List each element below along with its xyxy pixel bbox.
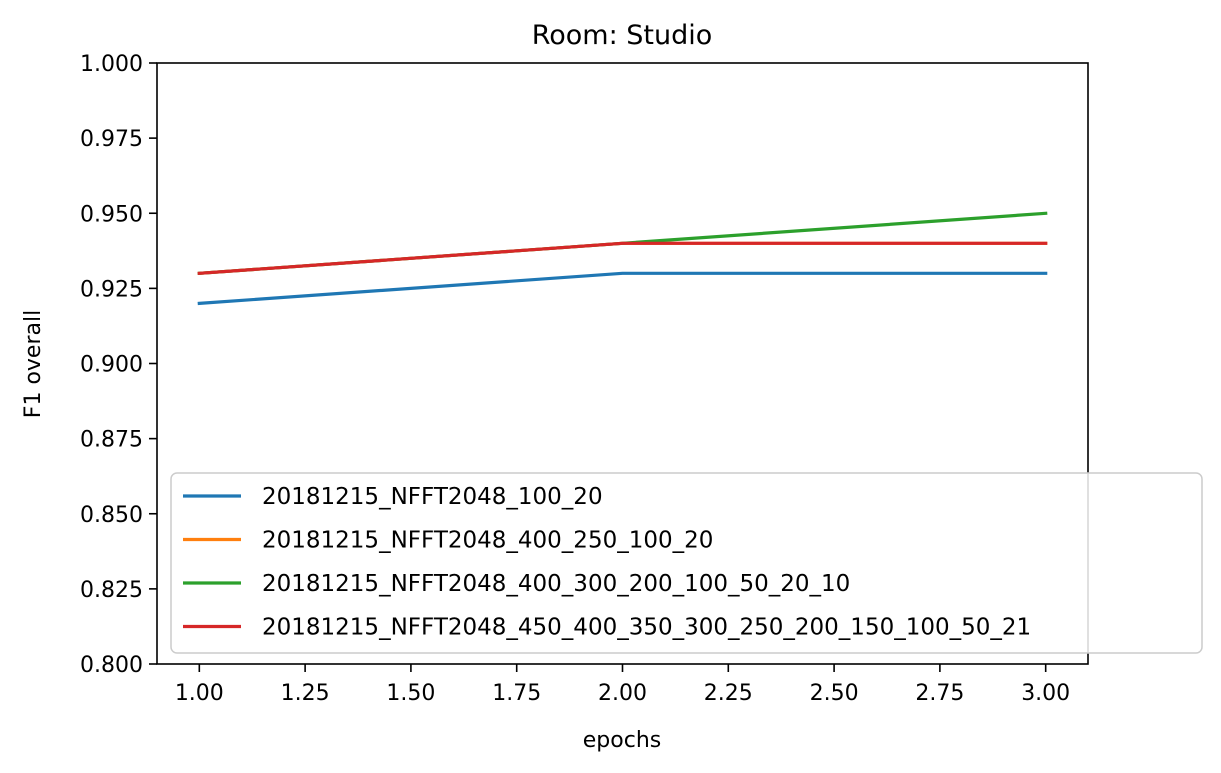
legend-label: 20181215_NFFT2048_450_400_350_300_250_20… [262,615,1031,641]
legend-label: 20181215_NFFT2048_400_300_200_100_50_20_… [262,571,850,597]
y-tick-label: 1.000 [80,52,143,77]
series-line-4 [197,241,1048,276]
x-tick-label: 3.00 [1021,681,1070,706]
x-tick-label: 1.75 [492,681,541,706]
legend-label: 20181215_NFFT2048_100_20 [262,484,603,510]
y-tick-label: 0.850 [80,503,143,528]
series-lines [197,211,1048,306]
x-tick-label: 2.25 [704,681,753,706]
y-tick-label: 0.825 [80,578,143,603]
y-tick-label: 0.975 [80,127,143,152]
x-tick-label: 2.75 [915,681,964,706]
x-tick-label: 1.00 [175,681,224,706]
y-tick-label: 0.800 [80,653,143,678]
x-tick-label: 1.50 [386,681,435,706]
series-line-1 [197,271,1048,306]
legend-label: 20181215_NFFT2048_400_250_100_20 [262,528,713,554]
y-tick-label: 0.925 [80,277,143,302]
x-axis-label: epochs [583,728,661,753]
x-axis-ticks: 1.00 1.25 1.50 1.75 2.00 2.25 2.50 2.75 3.00 [175,664,1070,706]
x-tick-label: 2.00 [598,681,647,706]
chart-title: Room: Studio [532,20,713,51]
y-tick-label: 0.900 [80,353,143,378]
y-tick-label: 0.875 [80,428,143,453]
x-tick-label: 1.25 [281,681,330,706]
y-axis-label: F1 overall [21,310,46,418]
y-tick-label: 0.950 [80,202,143,227]
legend-box [170,472,1203,654]
legend-items: 20181215_NFFT2048_100_20 20181215_NFFT204… [183,484,1031,641]
x-tick-label: 2.50 [810,681,859,706]
legend: 20181215_NFFT2048_100_20 20181215_NFFT204… [170,472,1203,654]
y-axis-ticks: 0.800 0.825 0.850 0.875 0.900 0.925 0.950 0.975… [80,52,157,678]
